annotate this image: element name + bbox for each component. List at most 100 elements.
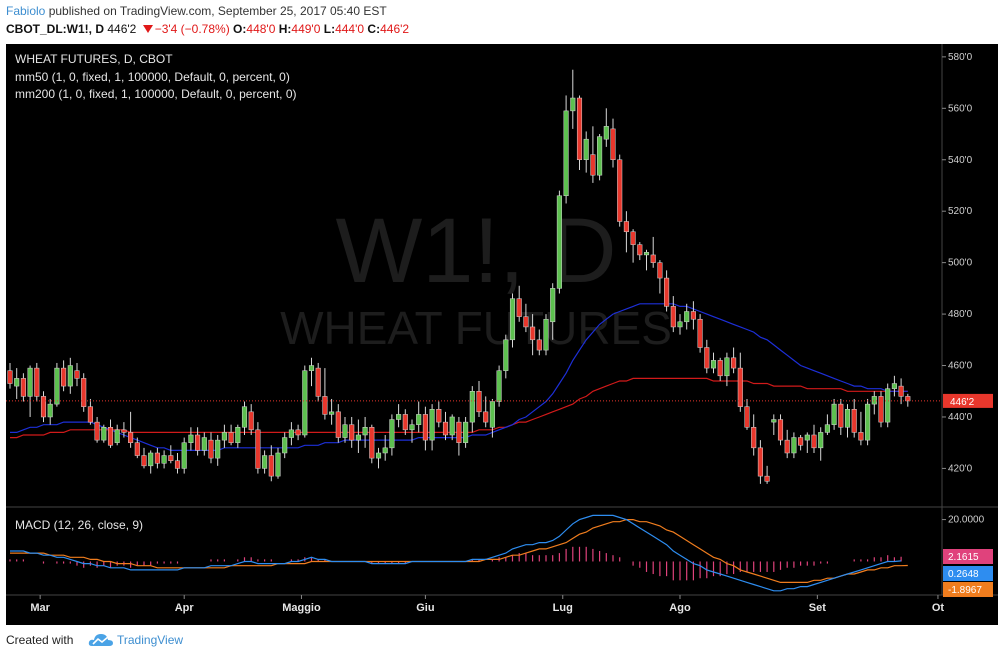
candle [295, 424, 301, 441]
candle [777, 414, 784, 446]
macd-value-tag [943, 566, 993, 581]
candle-body [40, 396, 47, 418]
chart-svg[interactable]: W1!, D WHEAT FUTURES 580'0 560'0 540'0 520'… [6, 44, 998, 625]
candle [791, 432, 797, 459]
candle-body [74, 370, 80, 379]
candle [670, 296, 676, 333]
candle-body [744, 406, 750, 428]
candle [643, 249, 650, 271]
high-value: 449'0 [291, 22, 321, 36]
month-label: Ot [932, 602, 945, 614]
legend-ma200[interactable]: mm200 (1, 0, fixed, 1, 100000, Default, … [15, 87, 297, 101]
month-label: Ago [669, 602, 691, 614]
candle [288, 422, 294, 446]
candle [657, 260, 663, 294]
candle [67, 357, 73, 394]
candle [449, 414, 455, 441]
candle [724, 352, 730, 387]
tradingview-link[interactable]: TradingView [117, 633, 184, 647]
candle-body [503, 339, 509, 371]
candle-body [369, 427, 375, 459]
candle [34, 362, 40, 402]
candle-body [798, 437, 804, 446]
candle [637, 242, 643, 261]
publish-line: Fabiolo published on TradingView.com, Se… [6, 4, 387, 18]
candle-body [322, 396, 328, 415]
low-value: 444'0 [335, 22, 365, 36]
candle [235, 424, 241, 448]
candle-body [489, 401, 495, 428]
high-label: H: [278, 22, 292, 36]
candle-body [174, 460, 181, 469]
candle [456, 416, 462, 456]
candle-body [523, 316, 529, 328]
candle-body [643, 252, 650, 256]
candle [798, 434, 804, 451]
candle [737, 352, 743, 412]
macd-histogram-tag-label: 2.1615 [948, 552, 979, 563]
candle [550, 283, 556, 340]
candle-body [637, 244, 643, 256]
candle-body [141, 455, 147, 467]
legend-macd[interactable]: MACD (12, 26, close, 9) [15, 518, 144, 532]
month-label: Lug [553, 602, 573, 614]
candle-body [268, 455, 274, 477]
candle-body [107, 427, 114, 446]
candle-body [329, 411, 335, 415]
price-tick-label: 440'0 [948, 412, 973, 423]
candle [523, 303, 529, 333]
candle-body [670, 306, 676, 328]
open-label: O: [233, 22, 247, 36]
candle [248, 404, 254, 435]
last-price: 446'2 [107, 22, 137, 36]
low-label: L: [323, 22, 336, 36]
candle [282, 432, 288, 459]
candle [121, 422, 127, 438]
tradingview-cloud-icon [88, 634, 113, 646]
candle [483, 396, 489, 428]
candle-body [262, 455, 268, 469]
candle-body [724, 357, 730, 377]
candle [563, 95, 569, 204]
candle-body [436, 409, 442, 423]
gridlines [6, 44, 998, 596]
candle-body [905, 396, 911, 402]
candle [469, 386, 475, 433]
candle [54, 362, 60, 407]
legend-ma50[interactable]: mm50 (1, 0, fixed, 1, 100000, Default, 0… [15, 70, 290, 84]
candle [891, 375, 897, 397]
candle [717, 357, 723, 381]
candle-body [704, 347, 710, 369]
macd-tick-label: 20.0000 [948, 515, 985, 526]
candle [409, 419, 415, 443]
candle-body [288, 429, 294, 438]
candle-body [878, 396, 884, 423]
candle [516, 285, 522, 322]
candle [349, 416, 355, 448]
macd-pane [9, 514, 908, 592]
candle [496, 365, 502, 407]
candle-body [516, 298, 522, 317]
candle [362, 416, 368, 448]
candle-body [34, 367, 40, 397]
author-link[interactable]: Fabiolo [6, 4, 46, 18]
candle [838, 398, 844, 435]
candle [114, 424, 120, 446]
candle [536, 329, 542, 356]
candle-body [871, 396, 877, 405]
candle-body [61, 367, 67, 387]
candle-body [476, 391, 482, 413]
candle-body [536, 339, 542, 351]
candle-body [543, 318, 549, 351]
price-tick-label: 540'0 [948, 155, 973, 166]
candle-body [47, 403, 53, 418]
candle-body [764, 475, 770, 482]
candle [530, 314, 536, 356]
watermark-name: WHEAT FUTURES [280, 302, 672, 354]
candle [61, 360, 67, 392]
candle [174, 452, 181, 474]
chart-area[interactable]: W1!, D WHEAT FUTURES 580'0 560'0 540'0 520'… [6, 44, 998, 625]
month-label: Maggio [282, 602, 321, 614]
candle-body [583, 138, 589, 161]
candle-body [27, 367, 33, 397]
